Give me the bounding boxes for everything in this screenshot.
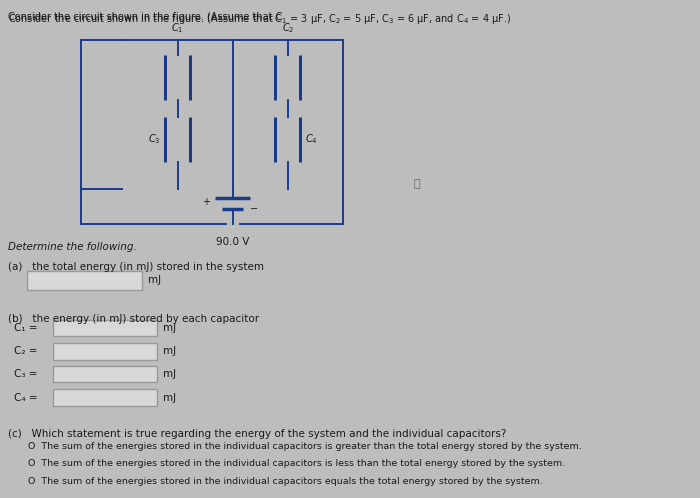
Text: +: + [202, 197, 210, 207]
FancyBboxPatch shape [52, 366, 158, 382]
Text: 90.0 V: 90.0 V [216, 237, 249, 247]
FancyBboxPatch shape [27, 271, 142, 290]
Text: O  The sum of the energies stored in the individual capacitors is less than the : O The sum of the energies stored in the … [28, 459, 565, 468]
Text: C₄ =: C₄ = [14, 392, 38, 403]
Text: mJ: mJ [163, 369, 176, 379]
FancyBboxPatch shape [52, 320, 158, 336]
Text: C₂ =: C₂ = [14, 346, 38, 357]
Text: Determine the following.: Determine the following. [8, 242, 137, 251]
Text: C₁ =: C₁ = [14, 323, 38, 333]
Text: (a)   the total energy (in mJ) stored in the system: (a) the total energy (in mJ) stored in t… [8, 262, 265, 272]
Text: Consider the circuit shown in the figure. (Assume that C: Consider the circuit shown in the figure… [8, 12, 283, 22]
Text: mJ: mJ [163, 323, 176, 333]
Text: (b)   the energy (in mJ) stored by each capacitor: (b) the energy (in mJ) stored by each ca… [8, 314, 260, 324]
Text: −: − [250, 204, 258, 214]
Text: O  The sum of the energies stored in the individual capacitors is greater than t: O The sum of the energies stored in the … [28, 442, 582, 451]
Text: C₃ =: C₃ = [14, 369, 38, 379]
Text: mJ: mJ [163, 346, 176, 357]
Text: O  The sum of the energies stored in the individual capacitors equals the total : O The sum of the energies stored in the … [28, 477, 542, 486]
Text: (c)   Which statement is true regarding the energy of the system and the individ: (c) Which statement is true regarding th… [8, 429, 507, 439]
Text: ⓘ: ⓘ [413, 179, 420, 189]
Text: $C_2$: $C_2$ [281, 21, 294, 35]
FancyBboxPatch shape [52, 343, 158, 360]
Text: mJ: mJ [163, 392, 176, 403]
Text: $C_4$: $C_4$ [305, 132, 318, 146]
Text: $C_1$: $C_1$ [172, 21, 184, 35]
Text: Consider the circuit shown in the figure. (Assume that C$_1$ = 3 μF, C$_2$ = 5 μ: Consider the circuit shown in the figure… [8, 12, 512, 26]
Text: mJ: mJ [148, 275, 161, 285]
Text: $C_3$: $C_3$ [148, 132, 160, 146]
FancyBboxPatch shape [52, 389, 158, 406]
